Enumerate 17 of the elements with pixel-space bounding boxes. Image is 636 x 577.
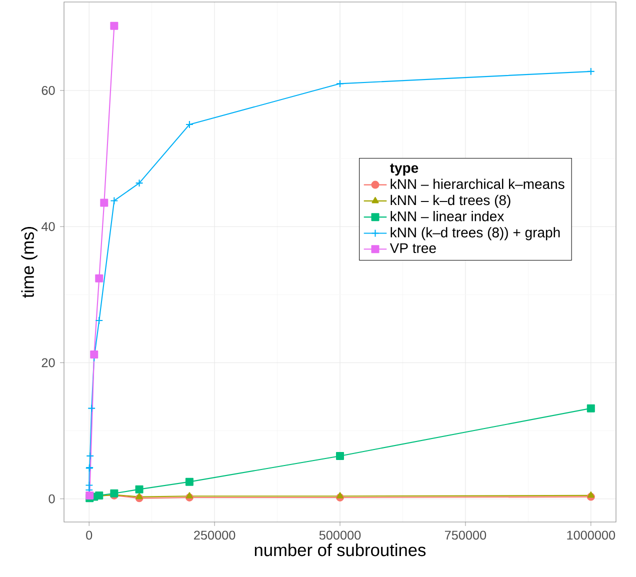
x-tick-label: 250000 [194, 530, 236, 540]
legend-title: type [390, 164, 418, 176]
x-axis-title: number of subroutines [254, 543, 426, 556]
legend-label: kNN (k–d trees (8)) + graph [390, 227, 560, 240]
y-tick-label: 0 [48, 494, 55, 504]
x-tick-label: 1000000 [567, 530, 616, 540]
y-tick-label: 60 [42, 86, 55, 95]
legend-label: kNN – linear index [390, 211, 504, 222]
x-tick-label: 500000 [319, 530, 361, 540]
legend-label: VP tree [390, 243, 436, 254]
y-tick-label: 40 [41, 222, 55, 232]
y-tick-label: 20 [42, 358, 55, 368]
y-axis-title: time (ms) [21, 226, 38, 298]
x-tick-label: 750000 [444, 530, 486, 540]
x-tick-label: 0 [86, 530, 92, 540]
legend-label: kNN – k–d trees (8) [390, 194, 510, 208]
legend-label: kNN – hierarchical k–means [390, 178, 564, 190]
